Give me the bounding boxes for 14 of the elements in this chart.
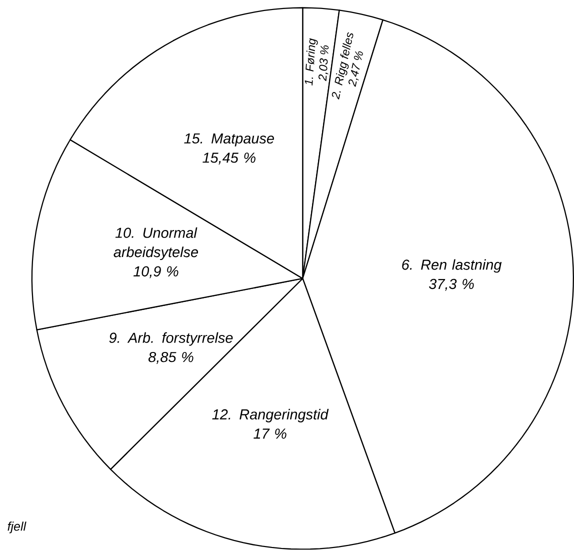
data-label: 37,3 % — [428, 278, 474, 291]
slice-label: 9. Arb. forstyrrelse — [109, 332, 233, 346]
slice-label: 1. Føring — [304, 38, 318, 86]
data-label: 10,9 % — [133, 266, 178, 278]
data-label: 17 % — [254, 428, 286, 439]
slice-label: 10. Unormal arbeidsytelse — [114, 227, 198, 260]
data-label: 15,45 % — [202, 152, 256, 165]
data-label: 8,85 % — [148, 352, 194, 364]
slice-label: 6. Ren lastning — [402, 259, 502, 273]
slice-label: 15. Matpause — [184, 134, 274, 146]
text: fjell — [8, 522, 26, 534]
slice-label: 12. Rangeringstid — [212, 408, 329, 422]
data-label: 2,03 % — [318, 46, 329, 82]
data-label: 2,47 % — [348, 51, 363, 87]
